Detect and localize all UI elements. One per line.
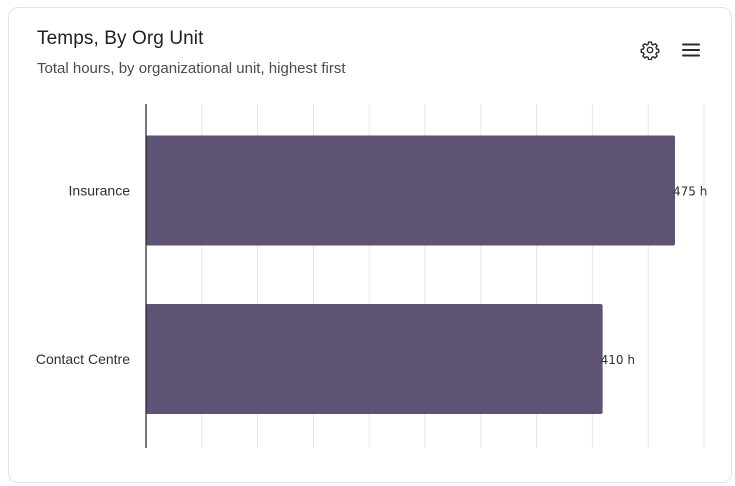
category-label: Contact Centre	[36, 351, 130, 367]
value-label: 475 h	[673, 185, 707, 199]
chart-subtitle: Total hours, by organizational unit, hig…	[37, 60, 346, 77]
labels: Insurance 475 h Contact Centre 410 h	[36, 183, 708, 368]
bar-contact-centre[interactable]	[146, 304, 603, 414]
bar-insurance[interactable]	[146, 135, 675, 246]
category-label: Insurance	[69, 183, 131, 199]
chart-title: Temps, By Org Unit	[37, 28, 204, 49]
settings-button[interactable]	[638, 38, 662, 62]
value-label: 410 h	[601, 353, 635, 367]
chart-menu-button[interactable]	[679, 38, 703, 62]
hamburger-menu-icon	[682, 43, 700, 57]
bars	[146, 135, 675, 414]
gear-icon	[640, 41, 660, 60]
